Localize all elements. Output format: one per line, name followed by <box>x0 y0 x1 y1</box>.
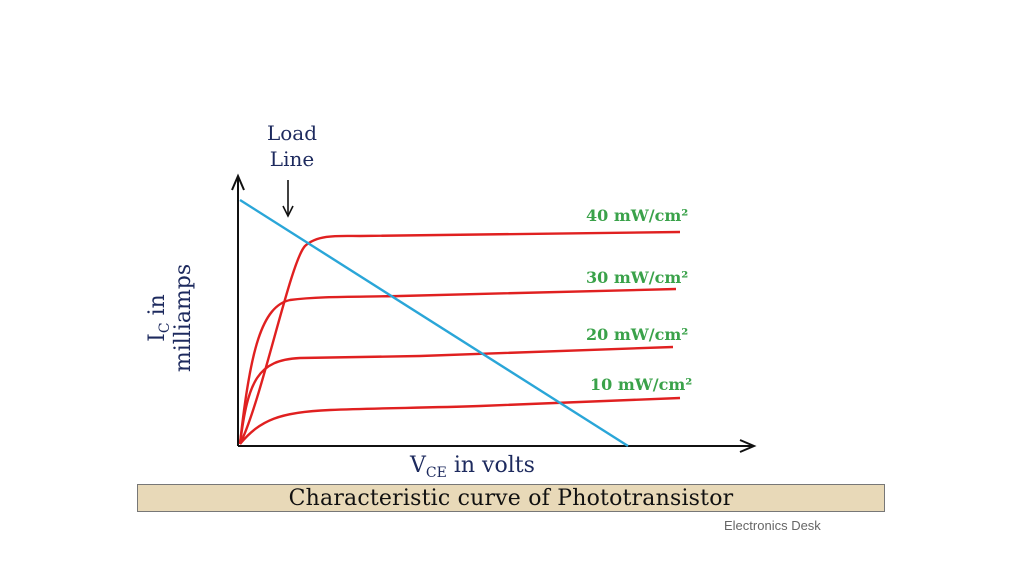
caption-banner: Characteristic curve of Phototransistor <box>137 484 885 512</box>
x-axis-arrow <box>739 439 757 453</box>
load-line-label-1: Load <box>267 121 317 145</box>
y-axis-label-sub: C <box>157 322 173 333</box>
y-axis-label: IC in milliamps <box>145 264 196 372</box>
load-line-arrow-head <box>282 205 294 218</box>
curve-20 <box>238 345 674 445</box>
x-axis-label-sub: CE <box>426 465 447 481</box>
caption-text: Characteristic curve of Phototransistor <box>288 485 734 511</box>
y-axis-arrow <box>231 173 245 191</box>
curve-label-10: 10 mW/cm² <box>590 375 692 394</box>
curve-30 <box>238 287 677 445</box>
curve-40 <box>238 230 681 445</box>
curve-label-20: 20 mW/cm² <box>586 325 688 344</box>
y-axis-label-rest: in <box>145 294 170 322</box>
curve-label-40: 40 mW/cm² <box>586 206 688 225</box>
x-axis-label-main: V <box>409 453 427 478</box>
curve-10 <box>239 396 681 445</box>
watermark: Electronics Desk <box>724 518 821 533</box>
x-axis-label-rest: in volts <box>447 453 535 478</box>
curve-label-30: 30 mW/cm² <box>586 268 688 287</box>
y-axis-label-line2: milliamps <box>171 264 196 372</box>
load-line <box>239 198 629 448</box>
y-axis-label-main: I <box>145 333 170 342</box>
svg-text:IC in: IC in <box>145 294 173 342</box>
load-line-label-2: Line <box>270 147 314 171</box>
x-axis-label: VCE in volts <box>409 453 535 481</box>
